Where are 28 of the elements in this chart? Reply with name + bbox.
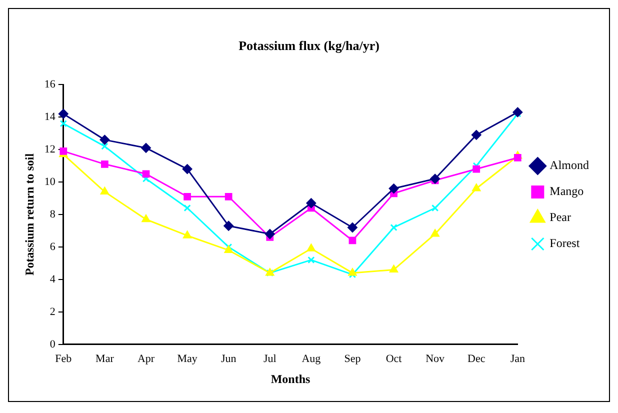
x-tick-label: Feb	[55, 352, 72, 365]
y-axis-title: Potassium return to soil	[22, 152, 36, 276]
x-tick-label: Dec	[468, 352, 486, 365]
y-tick-label: 10	[44, 176, 56, 188]
x-tick-label: Jun	[220, 352, 237, 365]
legend-label: Pear	[550, 210, 571, 224]
y-tick-label: 8	[50, 208, 56, 220]
y-tick-label: 12	[44, 143, 56, 156]
x-tick-label: Jul	[263, 352, 276, 365]
legend-label: Mango	[550, 184, 584, 198]
y-tick-label: 2	[50, 306, 56, 318]
y-tick-label: 0	[50, 338, 56, 350]
x-tick-label: Oct	[386, 352, 402, 365]
x-tick-label: May	[177, 352, 198, 365]
y-tick-label: 14	[44, 110, 56, 123]
legend-label: Forest	[550, 236, 580, 250]
x-tick-label: Mar	[96, 352, 114, 365]
x-tick-label: Nov	[426, 352, 446, 365]
y-tick-label: 4	[50, 273, 56, 286]
x-tick-label: Sep	[344, 352, 362, 365]
x-tick-label: Aug	[302, 352, 322, 365]
x-tick-label: Jan	[510, 352, 526, 365]
y-tick-label: 16	[44, 78, 56, 90]
chart-title: Potassium flux (kg/ha/yr)	[238, 38, 380, 54]
x-tick-label: Apr	[137, 352, 155, 365]
y-tick-label: 6	[50, 240, 56, 253]
x-axis-title: Months	[270, 372, 311, 386]
legend-label: Almond	[550, 158, 590, 172]
